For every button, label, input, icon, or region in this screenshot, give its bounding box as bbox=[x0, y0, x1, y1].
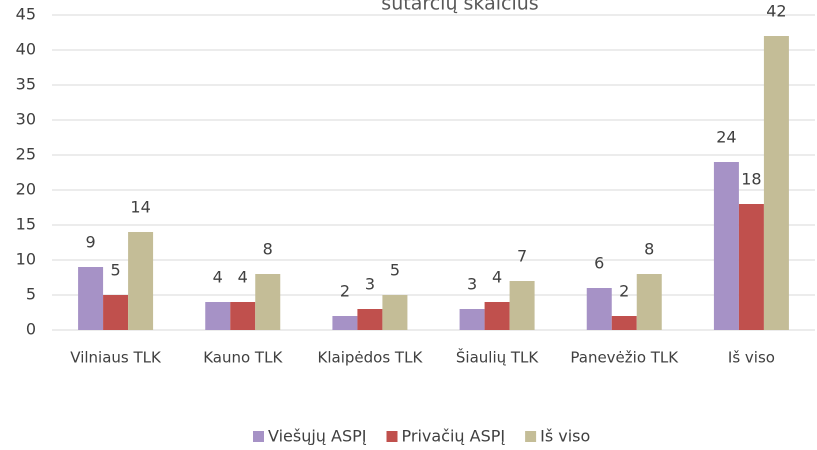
y-tick-label: 5 bbox=[26, 285, 36, 304]
x-tick-label: Iš viso bbox=[728, 349, 775, 367]
legend-swatch bbox=[525, 431, 537, 442]
bar bbox=[128, 232, 154, 330]
y-tick-label: 30 bbox=[16, 110, 36, 129]
data-label: 3 bbox=[365, 275, 375, 294]
data-label: 8 bbox=[263, 240, 273, 259]
legend-swatch bbox=[253, 431, 264, 442]
x-tick-label: Panevėžio TLK bbox=[570, 349, 679, 367]
data-label: 42 bbox=[766, 2, 786, 21]
bar bbox=[255, 274, 281, 330]
bar bbox=[382, 295, 408, 330]
data-label: 2 bbox=[619, 282, 629, 301]
bar bbox=[763, 36, 789, 330]
bar bbox=[738, 204, 764, 330]
y-tick-label: 15 bbox=[16, 215, 36, 234]
data-label: 5 bbox=[390, 261, 400, 280]
bar bbox=[611, 316, 637, 330]
bar bbox=[636, 274, 662, 330]
y-tick-label: 45 bbox=[16, 5, 36, 24]
data-label: 9 bbox=[85, 233, 95, 252]
bar bbox=[459, 309, 485, 330]
data-label: 2 bbox=[340, 282, 350, 301]
chart-title: sutarčių skaičius bbox=[381, 0, 538, 15]
bar bbox=[103, 295, 129, 330]
x-tick-label: Vilniaus TLK bbox=[70, 349, 162, 367]
y-tick-label: 25 bbox=[16, 145, 36, 164]
x-tick-label: Kauno TLK bbox=[203, 349, 283, 367]
data-label: 14 bbox=[130, 198, 150, 217]
bar bbox=[713, 162, 739, 330]
y-tick-label: 0 bbox=[26, 320, 36, 339]
y-tick-label: 35 bbox=[16, 75, 36, 94]
x-tick-label: Šiaulių TLK bbox=[456, 348, 540, 367]
data-label: 5 bbox=[110, 261, 120, 280]
bar bbox=[357, 309, 383, 330]
data-label: 24 bbox=[716, 128, 736, 147]
data-label: 4 bbox=[238, 268, 248, 287]
y-tick-label: 40 bbox=[16, 40, 36, 59]
data-label: 8 bbox=[644, 240, 654, 259]
data-label: 4 bbox=[213, 268, 223, 287]
bar bbox=[509, 281, 535, 330]
data-label: 6 bbox=[594, 254, 604, 273]
bar bbox=[332, 316, 358, 330]
bar bbox=[78, 267, 104, 330]
legend-label: Privačių ASPĮ bbox=[402, 427, 506, 446]
data-label: 18 bbox=[741, 170, 761, 189]
y-tick-label: 20 bbox=[16, 180, 36, 199]
bar bbox=[586, 288, 612, 330]
bar bbox=[484, 302, 510, 330]
bar bbox=[205, 302, 231, 330]
legend-label: Iš viso bbox=[540, 427, 590, 446]
data-label: 7 bbox=[517, 247, 527, 266]
data-label: 4 bbox=[492, 268, 502, 287]
y-tick-label: 10 bbox=[16, 250, 36, 269]
x-tick-label: Klaipėdos TLK bbox=[318, 349, 424, 367]
legend-label: Viešųjų ASPĮ bbox=[268, 427, 367, 446]
bar bbox=[230, 302, 256, 330]
data-label: 3 bbox=[467, 275, 477, 294]
legend-swatch bbox=[386, 431, 398, 442]
